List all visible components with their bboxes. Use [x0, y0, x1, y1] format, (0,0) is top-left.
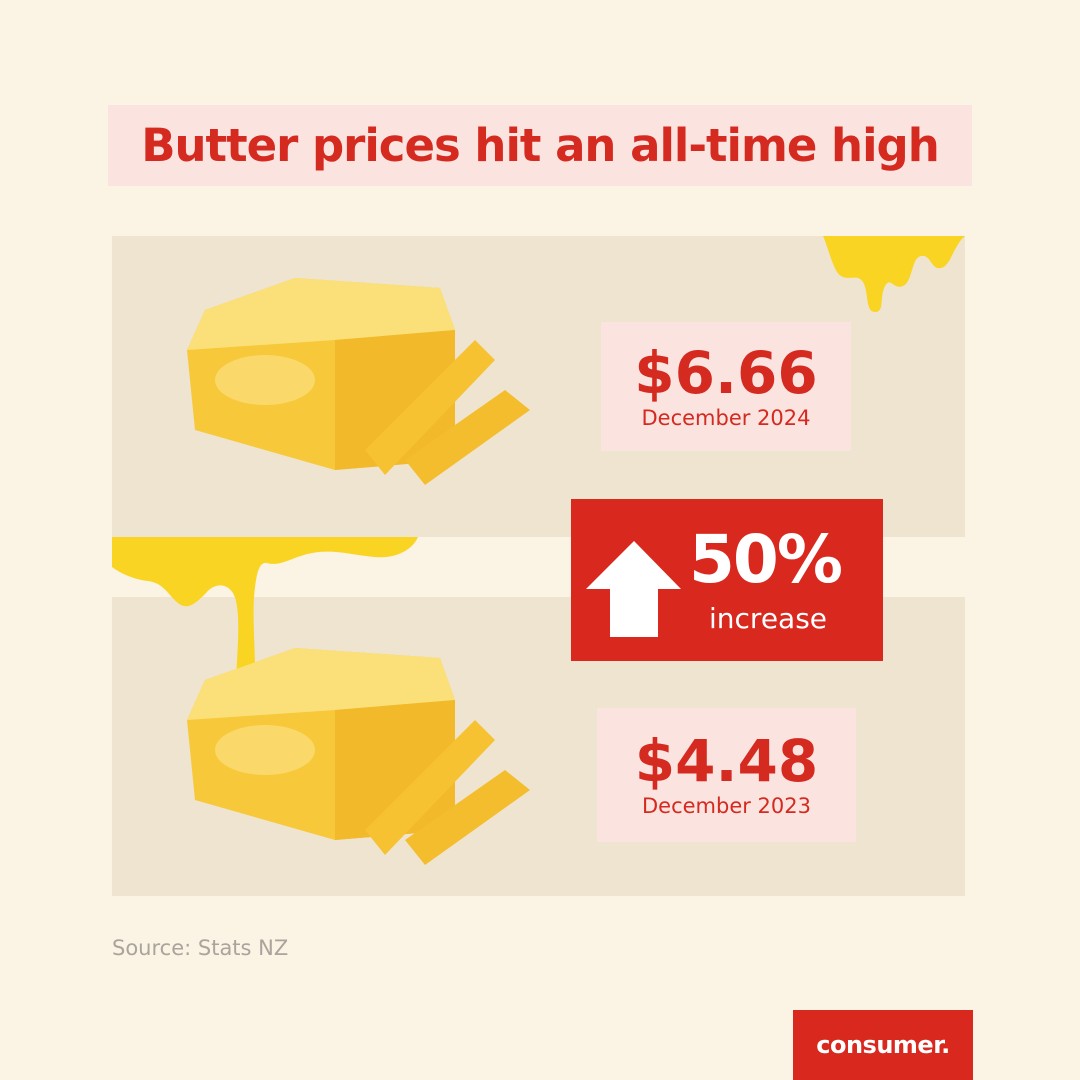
increase-percent: 50%	[689, 521, 843, 598]
current-date: December 2024	[641, 405, 811, 430]
current-price-box: $6.66 December 2024	[601, 322, 851, 451]
previous-price-box: $4.48 December 2023	[597, 708, 856, 842]
source-note: Source: Stats NZ	[112, 936, 289, 960]
page-title: Butter prices hit an all-time high	[108, 105, 972, 186]
butter-drip-bottom	[112, 537, 418, 721]
current-price: $6.66	[634, 338, 818, 407]
butter-image-bottom	[187, 648, 530, 865]
increase-badge: 50% increase	[571, 499, 883, 661]
butter-image-top	[187, 278, 530, 485]
arrow-up-icon	[586, 541, 681, 637]
brand-logo: consumer.	[793, 1010, 973, 1080]
previous-price: $4.48	[634, 727, 819, 795]
butter-drip-top	[823, 236, 965, 312]
previous-date: December 2023	[641, 794, 811, 818]
increase-label: increase	[709, 602, 828, 635]
